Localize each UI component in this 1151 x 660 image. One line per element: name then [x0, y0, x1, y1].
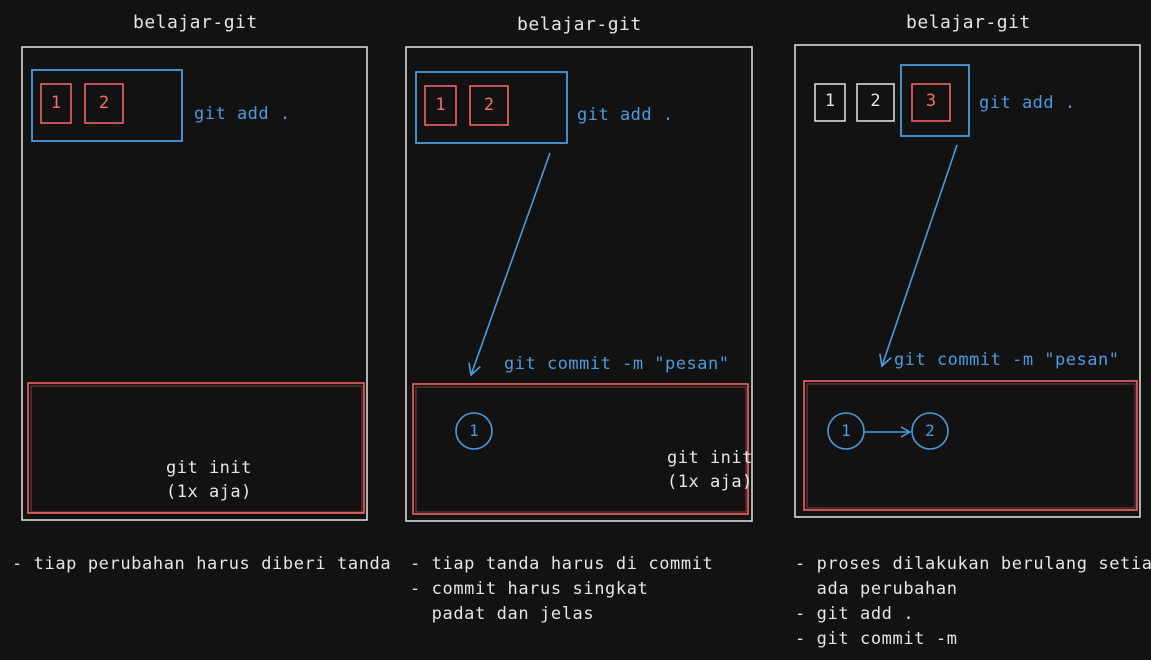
panel-2-note-2: - commit harus singkat [410, 579, 649, 599]
panel-2-title: belajar-git [517, 14, 642, 35]
panel-1-repo-label-line2: (1x aja) [166, 482, 252, 502]
panel-3-file-3-box [911, 83, 951, 122]
panel-2-file-1-label: 1 [435, 95, 446, 115]
panel-3-committed-file-1-box [814, 83, 846, 122]
panel-2-notes: - tiap tanda harus di commit - commit ha… [410, 552, 713, 627]
panel-1-file-1-box [40, 83, 72, 124]
panel-3-commit-node-1-label: 1 [841, 421, 851, 440]
panel-2-repo-box-inner-stroke [415, 386, 747, 513]
panel-2-staging-label: git add . [577, 105, 674, 125]
panel-1-repo-label-line1: git init [166, 458, 252, 478]
panel-2-staging-box [415, 71, 568, 144]
panel-3-commit-node-1 [827, 412, 865, 450]
panel-1-note-1: - tiap perubahan harus diberi tanda [12, 554, 392, 574]
panel-2-commit-node-1-label: 1 [469, 421, 479, 440]
panel-2-commit-label: git commit -m "pesan" [504, 354, 730, 374]
panel-1-file-2-label: 2 [98, 93, 110, 113]
panel-1-file-1-label: 1 [50, 93, 62, 113]
panel-2-note-1: - tiap tanda harus di commit [410, 554, 714, 574]
panel-2-note-3: padat dan jelas [410, 604, 595, 624]
panel-1-file-2-box [84, 83, 124, 124]
panel-3-committed-file-2-box [856, 83, 895, 122]
panel-2-repo-label-line2: (1x aja) [667, 472, 753, 492]
panel-1-staging-box [31, 69, 183, 142]
panel-3-staging-label: git add . [979, 93, 1076, 113]
panel-3-title: belajar-git [906, 12, 1031, 33]
panel-3-file-3-label: 3 [925, 91, 937, 111]
panel-3-commit-arrow [879, 144, 958, 368]
panel-1-working-dir-frame [21, 46, 368, 521]
panel-3-notes: - proses dilakukan berulang setiap ada p… [795, 552, 1151, 652]
panel-3-staging-box [900, 64, 970, 137]
panel-2-file-2-box [469, 85, 509, 126]
panel-3-commit-label: git commit -m "pesan" [894, 350, 1120, 370]
panel-2-file-1-box [424, 85, 457, 126]
panel-3-note-1: - proses dilakukan berulang setiap [795, 554, 1151, 574]
panel-1-notes: - tiap perubahan harus diberi tanda [12, 552, 391, 577]
panel-2-working-dir-frame [405, 46, 753, 522]
panel-2-file-2-label: 2 [483, 95, 495, 115]
panel-3-commit-node-2-label: 2 [925, 421, 935, 440]
panel-3-committed-file-1-label: 1 [824, 91, 836, 111]
panel-3-repo-box-inner-stroke [806, 383, 1136, 509]
panel-2-commit-arrow [468, 152, 551, 377]
panel-1-repo-box-inner-stroke [30, 385, 363, 513]
panel-1-staging-label: git add . [194, 104, 291, 124]
panel-3-note-3: - git add . [795, 604, 915, 624]
panel-3-repo-box [803, 380, 1138, 511]
panel-3-committed-file-2-label: 2 [870, 91, 881, 111]
panel-1-repo-box [27, 382, 365, 514]
panel-2-commit-node-1 [455, 412, 493, 450]
panel-3-commit-node-2 [911, 412, 949, 450]
panel-3-note-4: - git commit -m [795, 629, 958, 649]
panel-1-title: belajar-git [133, 12, 258, 33]
panel-3-working-dir-frame [794, 44, 1141, 518]
panel-3-note-2: ada perubahan [795, 579, 958, 599]
panel-2-repo-label-line1: git init [667, 448, 753, 468]
panel-2-repo-box [412, 383, 749, 515]
